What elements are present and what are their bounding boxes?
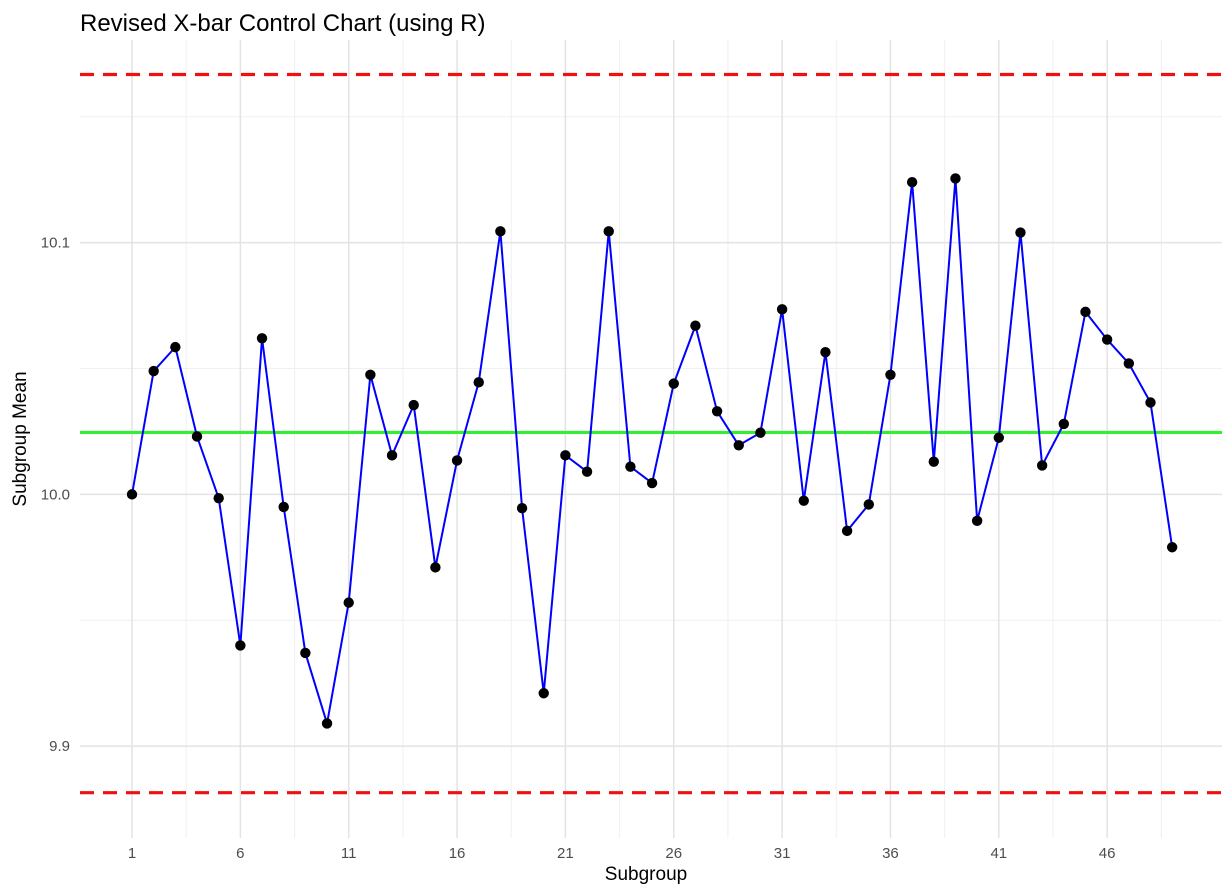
y-axis-label: Subgroup Mean [10, 371, 31, 506]
reference-lines [80, 72, 1222, 795]
grid [80, 40, 1222, 838]
data-point [473, 377, 484, 388]
data-point [776, 304, 788, 315]
data-point [148, 365, 159, 377]
data-point [516, 503, 528, 514]
data-point [126, 489, 138, 500]
data-point [841, 525, 853, 537]
data-point [1080, 306, 1091, 318]
x-axis-ticks: 1 6 11 16 21 26 31 36 41 46 [128, 845, 1116, 862]
data-point [430, 562, 441, 573]
data-point [668, 378, 679, 389]
data-point [170, 341, 181, 353]
data-point [581, 466, 593, 477]
x-tick-label: 11 [341, 845, 357, 862]
data-point [1058, 418, 1070, 430]
data-point [1145, 397, 1156, 408]
data-point [386, 450, 398, 461]
data-point [950, 173, 961, 184]
x-tick-label: 41 [990, 845, 1007, 862]
data-point [560, 450, 571, 461]
data-point [278, 501, 289, 513]
data-point [1166, 542, 1178, 553]
data-point [256, 333, 268, 344]
data-point [625, 461, 636, 472]
data-point [365, 369, 376, 381]
data-point [213, 492, 224, 504]
y-tick-label: 10.1 [41, 235, 70, 252]
x-tick-label: 26 [665, 845, 682, 862]
data-point [538, 688, 549, 699]
data-point [495, 226, 506, 237]
data-point [798, 495, 809, 506]
data-point [603, 226, 614, 237]
data-point [733, 440, 744, 451]
x-tick-label: 31 [774, 845, 791, 862]
data-point [863, 499, 874, 510]
data-point [993, 432, 1005, 443]
data-point [300, 647, 311, 659]
data-point [885, 369, 896, 381]
x-tick-label: 6 [236, 845, 244, 862]
data-point [928, 456, 939, 467]
y-axis-ticks: 9.9 10.0 10.1 [41, 235, 70, 755]
data-point [235, 640, 246, 651]
x-axis-label: Subgroup [605, 864, 687, 885]
y-tick-label: 9.9 [49, 738, 70, 755]
chart-title: Revised X-bar Control Chart (using R) [80, 10, 485, 37]
data-point [646, 477, 658, 489]
data-point [191, 431, 203, 442]
data-point [690, 320, 701, 331]
data-point [820, 346, 831, 358]
x-tick-label: 1 [128, 845, 136, 862]
x-tick-label: 21 [557, 845, 574, 862]
data-point [1015, 227, 1026, 238]
x-tick-label: 36 [882, 845, 899, 862]
data-point [321, 718, 333, 729]
y-tick-label: 10.0 [41, 486, 70, 503]
data-point [906, 177, 918, 188]
data-point [1101, 334, 1113, 345]
data-point [451, 455, 463, 466]
series-line [131, 177, 1174, 725]
series [126, 173, 1178, 729]
x-tick-label: 46 [1099, 845, 1116, 862]
data-point [711, 406, 723, 417]
data-point [755, 427, 766, 438]
data-point [1123, 358, 1135, 369]
data-point [343, 597, 354, 608]
x-tick-label: 16 [449, 845, 466, 862]
data-point [1036, 460, 1048, 471]
data-point [408, 399, 419, 411]
data-point [971, 515, 983, 527]
